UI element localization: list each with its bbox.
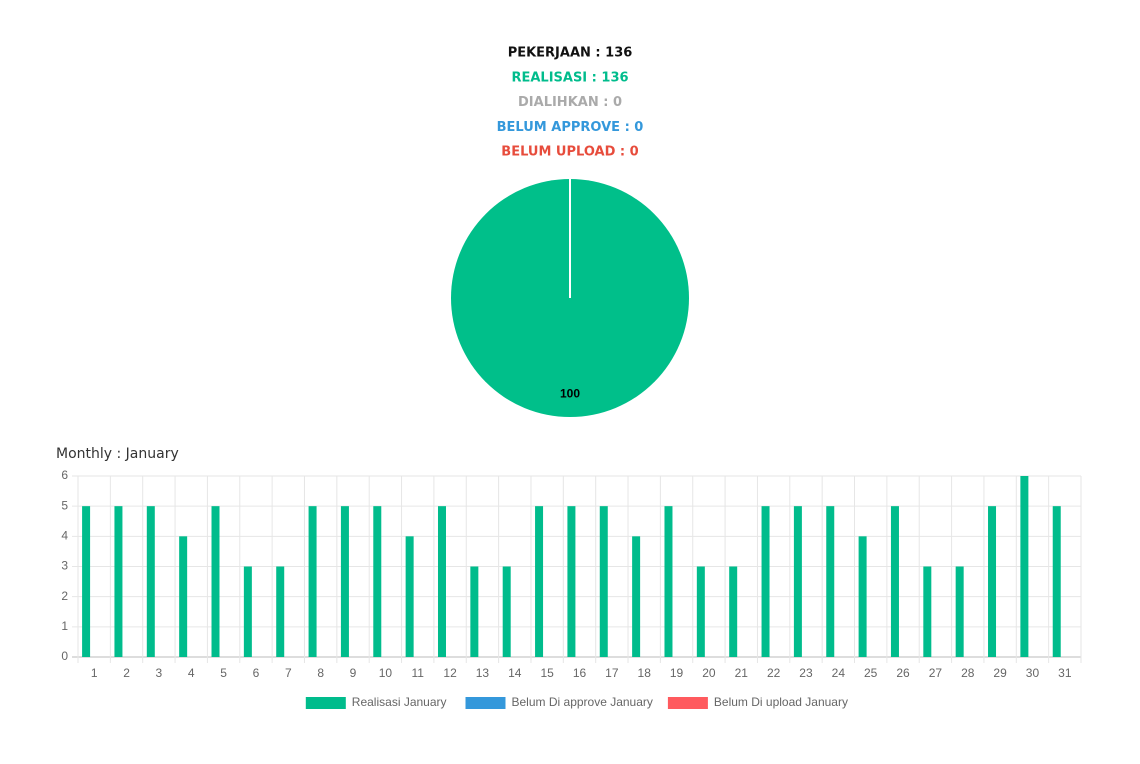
x-tick-label: 16 bbox=[573, 666, 587, 680]
bar bbox=[373, 506, 382, 657]
bar bbox=[535, 506, 544, 657]
bar bbox=[632, 536, 641, 657]
bar bbox=[114, 506, 123, 657]
bar bbox=[243, 566, 252, 657]
pie-label: 100 bbox=[560, 387, 580, 401]
legend-swatch bbox=[667, 697, 708, 709]
x-tick-label: 22 bbox=[767, 666, 781, 680]
legend-swatch bbox=[465, 697, 506, 709]
bar bbox=[1052, 506, 1061, 657]
bar bbox=[988, 506, 997, 657]
y-tick-label: 5 bbox=[61, 498, 68, 512]
bar bbox=[599, 506, 608, 657]
bar bbox=[567, 506, 576, 657]
x-tick-label: 11 bbox=[411, 666, 424, 680]
summary-line: BELUM APPROVE : 0 bbox=[497, 120, 644, 135]
x-tick-label: 26 bbox=[896, 666, 910, 680]
bar bbox=[858, 536, 867, 657]
legend-label: Belum Di upload January bbox=[714, 695, 848, 709]
x-tick-label: 13 bbox=[476, 666, 490, 680]
y-tick-label: 1 bbox=[61, 619, 68, 633]
legend-swatch bbox=[305, 697, 346, 709]
y-tick-label: 3 bbox=[61, 559, 68, 573]
bar bbox=[793, 506, 802, 657]
x-tick-label: 31 bbox=[1058, 666, 1072, 680]
y-tick-label: 6 bbox=[61, 468, 68, 482]
x-tick-label: 10 bbox=[379, 666, 393, 680]
bar bbox=[340, 506, 349, 657]
legend-label: Realisasi January bbox=[352, 695, 447, 709]
x-tick-label: 29 bbox=[993, 666, 1007, 680]
bar bbox=[761, 506, 770, 657]
x-tick-label: 23 bbox=[799, 666, 813, 680]
bar bbox=[146, 506, 155, 657]
bar bbox=[308, 506, 317, 657]
bar bbox=[826, 506, 835, 657]
x-tick-label: 25 bbox=[864, 666, 878, 680]
x-tick-label: 24 bbox=[832, 666, 846, 680]
bar bbox=[923, 566, 932, 657]
bar bbox=[82, 506, 91, 657]
x-tick-label: 28 bbox=[961, 666, 975, 680]
x-tick-label: 15 bbox=[540, 666, 554, 680]
x-tick-label: 2 bbox=[123, 666, 130, 680]
bar bbox=[502, 566, 511, 657]
y-tick-label: 2 bbox=[61, 589, 68, 603]
y-tick-label: 4 bbox=[61, 529, 68, 543]
x-tick-label: 20 bbox=[702, 666, 716, 680]
bar bbox=[179, 536, 188, 657]
bar bbox=[696, 566, 705, 657]
x-tick-label: 19 bbox=[670, 666, 684, 680]
x-tick-label: 18 bbox=[638, 666, 652, 680]
legend-label: Belum Di approve January bbox=[512, 695, 653, 709]
x-tick-label: 5 bbox=[220, 666, 227, 680]
x-tick-label: 21 bbox=[735, 666, 749, 680]
x-tick-label: 30 bbox=[1026, 666, 1040, 680]
x-tick-label: 17 bbox=[605, 666, 619, 680]
bar bbox=[664, 506, 673, 657]
bar bbox=[1020, 476, 1029, 657]
bar bbox=[470, 566, 479, 657]
y-tick-label: 0 bbox=[61, 649, 68, 663]
x-tick-label: 1 bbox=[91, 666, 98, 680]
bar bbox=[890, 506, 899, 657]
bar bbox=[955, 566, 964, 657]
chart-title: Monthly : January bbox=[56, 446, 179, 462]
bar bbox=[211, 506, 220, 657]
bar bbox=[276, 566, 285, 657]
x-tick-label: 14 bbox=[508, 666, 522, 680]
summary-line: DIALIHKAN : 0 bbox=[518, 95, 622, 110]
summary-line: BELUM UPLOAD : 0 bbox=[501, 145, 638, 160]
x-tick-label: 9 bbox=[350, 666, 357, 680]
x-tick-label: 12 bbox=[443, 666, 457, 680]
x-tick-label: 4 bbox=[188, 666, 195, 680]
bar bbox=[405, 536, 414, 657]
x-tick-label: 27 bbox=[929, 666, 943, 680]
bar bbox=[437, 506, 446, 657]
x-tick-label: 7 bbox=[285, 666, 292, 680]
x-tick-label: 8 bbox=[317, 666, 324, 680]
x-tick-label: 3 bbox=[156, 666, 163, 680]
summary-line: REALISASI : 136 bbox=[511, 70, 628, 85]
x-tick-label: 6 bbox=[253, 666, 260, 680]
summary-line: PEKERJAAN : 136 bbox=[508, 46, 633, 61]
bar bbox=[729, 566, 738, 657]
